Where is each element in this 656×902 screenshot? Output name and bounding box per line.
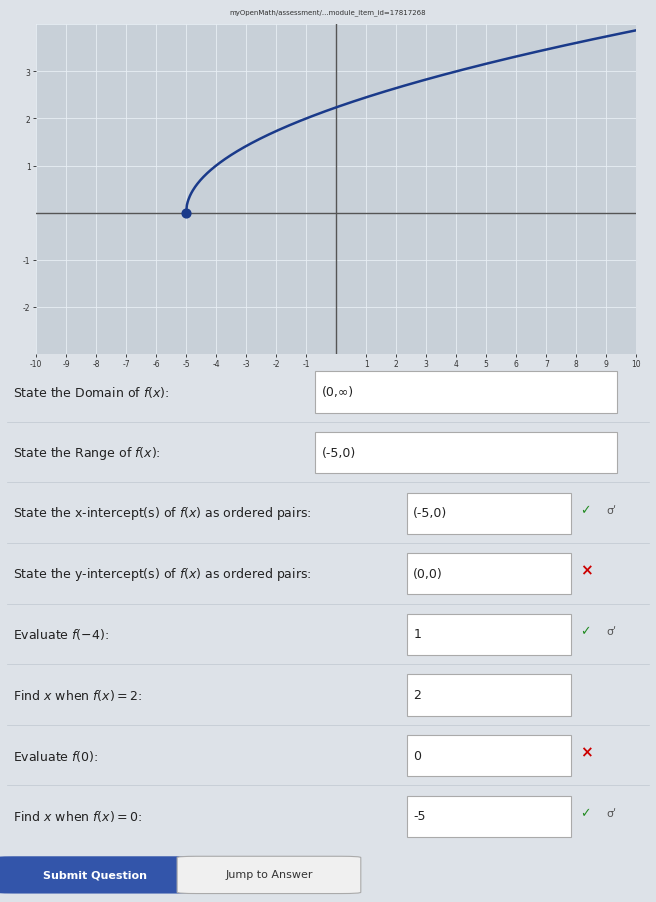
Text: Jump to Answer: Jump to Answer xyxy=(225,870,313,879)
Text: σʹ: σʹ xyxy=(607,808,617,818)
Text: Evaluate $f(0)$:: Evaluate $f(0)$: xyxy=(13,748,98,763)
Text: State the x-intercept(s) of $f(x)$ as ordered pairs:: State the x-intercept(s) of $f(x)$ as or… xyxy=(13,504,312,521)
Text: σʹ: σʹ xyxy=(607,626,617,636)
Text: Find $x$ when $f(x)=2$:: Find $x$ when $f(x)=2$: xyxy=(13,687,142,702)
FancyBboxPatch shape xyxy=(407,554,571,594)
FancyBboxPatch shape xyxy=(407,675,571,716)
Text: 2: 2 xyxy=(413,688,421,701)
FancyBboxPatch shape xyxy=(407,735,571,777)
Text: (-5,0): (-5,0) xyxy=(413,507,447,520)
FancyBboxPatch shape xyxy=(315,372,617,413)
FancyBboxPatch shape xyxy=(0,856,197,894)
Text: ×: × xyxy=(581,745,593,759)
Text: 0: 0 xyxy=(413,749,421,762)
Text: (0,∞): (0,∞) xyxy=(321,385,354,399)
Text: (-5,0): (-5,0) xyxy=(321,446,356,459)
Text: 1: 1 xyxy=(413,628,421,640)
Text: σʹ: σʹ xyxy=(607,505,617,515)
Point xyxy=(181,207,192,221)
FancyBboxPatch shape xyxy=(407,796,571,837)
Text: ✓: ✓ xyxy=(581,503,591,517)
Text: State the Domain of $f(x)$:: State the Domain of $f(x)$: xyxy=(13,384,169,400)
Text: ✓: ✓ xyxy=(581,806,591,819)
FancyBboxPatch shape xyxy=(407,493,571,534)
Text: State the Range of $f(x)$:: State the Range of $f(x)$: xyxy=(13,444,161,461)
Text: ×: × xyxy=(581,563,593,578)
Text: Submit Question: Submit Question xyxy=(43,870,147,879)
Text: myOpenMath/assessment/...module_item_id=17817268: myOpenMath/assessment/...module_item_id=… xyxy=(230,9,426,16)
Text: -5: -5 xyxy=(413,809,426,823)
Text: State the y-intercept(s) of $f(x)$ as ordered pairs:: State the y-intercept(s) of $f(x)$ as or… xyxy=(13,566,312,582)
FancyBboxPatch shape xyxy=(177,856,361,894)
Text: (0,0): (0,0) xyxy=(413,567,443,580)
FancyBboxPatch shape xyxy=(407,614,571,656)
Text: Find $x$ when $f(x)=0$:: Find $x$ when $f(x)=0$: xyxy=(13,808,142,824)
Text: ✓: ✓ xyxy=(581,625,591,638)
FancyBboxPatch shape xyxy=(315,433,617,474)
Text: Evaluate $f(-4)$:: Evaluate $f(-4)$: xyxy=(13,627,109,641)
